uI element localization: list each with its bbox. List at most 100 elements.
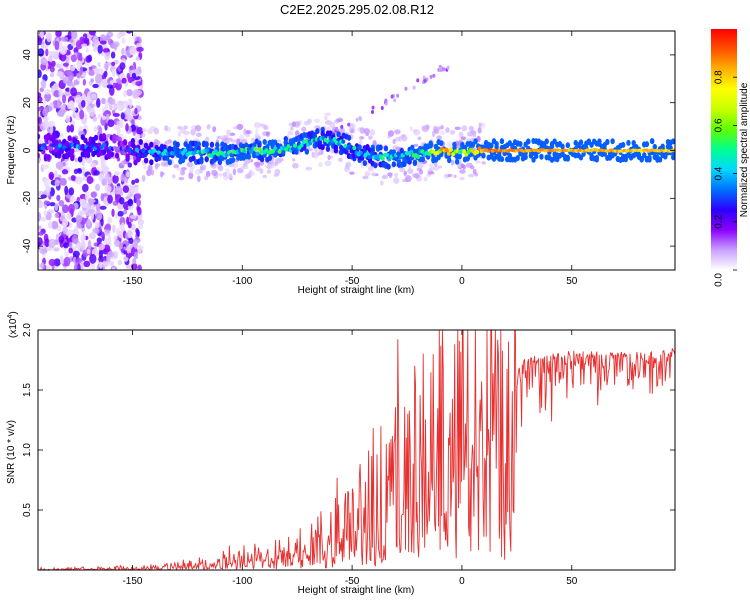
spectrogram-cell (63, 256, 71, 267)
spectrogram-cell (304, 148, 310, 155)
spectrogram-cell (454, 158, 460, 165)
spectrogram-cell (38, 107, 42, 112)
spectrogram-cell (51, 133, 57, 140)
spectrogram-cell (533, 153, 539, 160)
spectrogram-cell (84, 96, 89, 102)
spectrogram-cell (217, 159, 223, 166)
spectrogram-cell (358, 116, 362, 121)
spectrogram-cell (85, 152, 91, 159)
spectrogram-cell (518, 141, 523, 148)
spectrogram-cell (526, 138, 531, 145)
spectrogram-cell (367, 154, 372, 160)
spectrogram-cell (95, 183, 101, 192)
spectrogram-cell (352, 145, 357, 151)
spectrogram-cell (312, 152, 319, 159)
spectrogram-cell (123, 209, 128, 215)
spectrogram-cell (396, 93, 400, 98)
spectrogram-cell (82, 183, 89, 193)
spectrogram-cell (315, 128, 320, 135)
spectrogram-cell (111, 104, 118, 109)
spectrogram-cell (121, 37, 126, 44)
spectrogram-cell (671, 138, 675, 145)
spectrogram-cell (135, 156, 141, 163)
spectrogram-cell (134, 107, 138, 115)
spectrogram-cell (417, 136, 422, 141)
spectrogram-cell (446, 141, 454, 148)
spectrogram-cell (357, 144, 362, 151)
spectrogram-cell (418, 169, 424, 175)
spectrogram-cell (379, 180, 384, 186)
spectrogram-cell (102, 260, 109, 268)
spectrogram-cell (74, 157, 79, 163)
spectrogram-cell (452, 141, 457, 148)
spectrogram-cell (113, 43, 118, 51)
spectrogram-cell (126, 171, 131, 178)
spectrogram-cell (119, 216, 126, 226)
spectrogram-cell (55, 233, 60, 240)
spectrogram-cell (69, 241, 73, 248)
spectrogram-cell (133, 251, 139, 260)
spectrogram-cell (362, 175, 369, 180)
spectrogram-cell (106, 84, 114, 89)
spectrogram-cell (84, 112, 88, 123)
spectrogram-cell (652, 143, 657, 150)
spectrogram-cell (42, 108, 49, 117)
spectrogram-cell (59, 255, 64, 265)
spectrogram-cell (212, 126, 217, 133)
spectrogram-cell (109, 98, 116, 105)
spectrogram-cell (114, 185, 123, 195)
spectrogram-cell (47, 221, 53, 229)
spectrogram-cell (112, 112, 120, 118)
spectrogram-cell (294, 130, 300, 137)
spectrogram-cell (327, 154, 331, 161)
spectrogram-cell (191, 155, 196, 162)
spectrogram-cell (266, 169, 272, 174)
spectrogram-cell (243, 160, 250, 165)
spectrogram-cell (453, 174, 457, 178)
spectrogram-cell (341, 139, 346, 144)
spectrogram-cell (440, 124, 444, 129)
spectrogram-cell (114, 152, 120, 159)
spectrogram-cell (135, 56, 140, 61)
spectrogram-cell (474, 172, 479, 177)
spectrogram-cell (255, 128, 259, 135)
spectrogram-cell (93, 67, 100, 75)
spectrogram-cell (127, 230, 133, 239)
spectrogram-cell (38, 263, 41, 269)
spectrogram-cell (121, 47, 125, 56)
spectrogram-cell (363, 128, 370, 135)
spectrogram-cell (631, 140, 636, 147)
spectrogram-cell (423, 79, 427, 84)
spectrogram-cell (226, 175, 234, 179)
spectrogram-cell (135, 133, 141, 139)
spectrogram-cell (117, 260, 123, 266)
spectrogram-cell (62, 218, 69, 228)
spectrogram-cell (101, 178, 108, 186)
spectrogram-cell (270, 161, 275, 169)
spectrogram-cell (98, 255, 104, 263)
spectrogram-cell (53, 148, 58, 153)
spectrogram-cell (116, 100, 125, 106)
spectrogram-cell (83, 137, 88, 144)
spectrogram-cell (87, 239, 92, 250)
spectrogram-cell (230, 139, 238, 143)
spectrogram-cell (189, 168, 194, 174)
spectrogram-cell (381, 175, 387, 180)
spectrogram-cell (136, 205, 140, 212)
spectrogram-cell (134, 186, 139, 194)
spectrogram-cell (259, 168, 264, 174)
spectrogram-cell (433, 165, 440, 171)
spectrogram-cell (167, 159, 172, 166)
spectrogram-cell (38, 116, 42, 125)
spectrogram-cell (104, 185, 112, 193)
spectrogram-cell (190, 128, 196, 136)
spectrogram-cell (312, 131, 317, 138)
spectrogram-cell (203, 175, 209, 181)
spectrogram-cell (92, 228, 100, 234)
spectrogram-cell (330, 148, 335, 154)
spectrogram-cell (53, 247, 60, 252)
spectrogram-cell (127, 205, 134, 211)
spectrogram-cell (173, 164, 180, 169)
spectrogram-cell (48, 258, 56, 267)
spectrogram-cell (73, 168, 79, 175)
